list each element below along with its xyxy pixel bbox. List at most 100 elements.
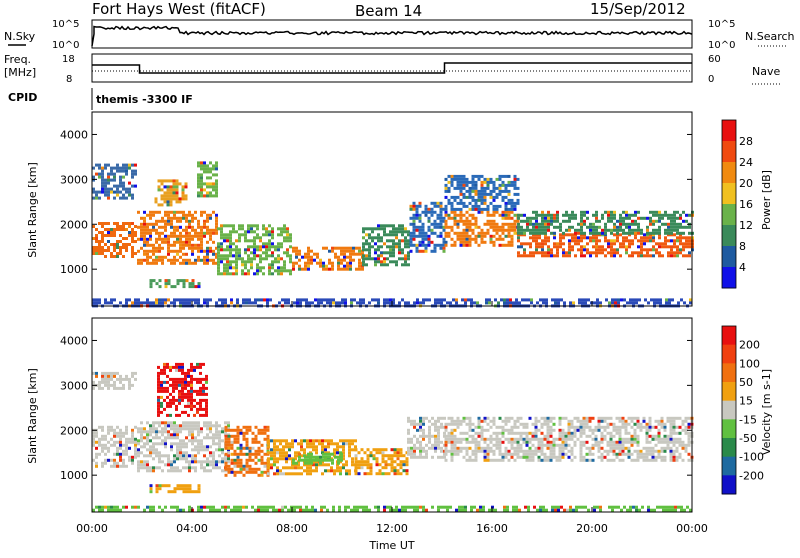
scatter-cell bbox=[339, 466, 342, 469]
scatter-cell bbox=[616, 444, 619, 447]
scatter-cell bbox=[578, 298, 581, 301]
scatter-cell bbox=[215, 220, 218, 223]
scatter-cell bbox=[622, 438, 625, 441]
scatter-cell bbox=[445, 226, 448, 229]
scatter-cell bbox=[209, 259, 212, 262]
scatter-cell bbox=[601, 245, 604, 248]
scatter-cell bbox=[631, 444, 634, 447]
scatter-cell bbox=[334, 256, 337, 259]
scatter-cell bbox=[131, 435, 134, 438]
scatter-cell bbox=[514, 432, 517, 435]
scatter-cell bbox=[610, 444, 613, 447]
scatter-cell bbox=[613, 226, 616, 229]
scatter-cell bbox=[532, 239, 535, 242]
scatter-cell bbox=[322, 456, 325, 459]
scatter-cell bbox=[529, 236, 532, 239]
scatter-cell bbox=[523, 242, 526, 245]
scatter-cell bbox=[664, 223, 667, 226]
scatter-cell bbox=[182, 241, 185, 244]
scatter-cell bbox=[419, 217, 422, 220]
scatter-cell bbox=[404, 239, 407, 242]
scatter-cell bbox=[131, 240, 134, 243]
scatter-cell bbox=[361, 460, 364, 463]
scatter-cell bbox=[170, 232, 173, 235]
scatter-cell bbox=[613, 242, 616, 245]
scatter-cell bbox=[604, 417, 607, 420]
scatter-cell bbox=[451, 453, 454, 456]
scatter-cell bbox=[664, 450, 667, 453]
scatter-cell bbox=[191, 430, 194, 433]
scatter-cell bbox=[380, 239, 383, 242]
scatter-cell bbox=[490, 202, 493, 205]
scatter-cell bbox=[131, 252, 134, 255]
scatter-cell bbox=[176, 194, 179, 197]
scatter-cell bbox=[632, 301, 635, 304]
scatter-cell bbox=[161, 427, 164, 430]
scatter-cell bbox=[475, 426, 478, 429]
scatter-cell bbox=[182, 185, 185, 188]
scatter-cell bbox=[161, 469, 164, 472]
scatter-cell bbox=[562, 220, 565, 223]
scatter-cell bbox=[268, 233, 271, 236]
scatter-cell bbox=[281, 509, 284, 512]
scatter-cell bbox=[291, 466, 294, 469]
scatter-cell bbox=[226, 257, 229, 260]
scatter-cell bbox=[601, 453, 604, 456]
scatter-cell bbox=[490, 214, 493, 217]
scatter-cell bbox=[511, 432, 514, 435]
scatter-cell bbox=[187, 399, 190, 402]
scatter-cell bbox=[294, 454, 297, 457]
scatter-cell bbox=[119, 240, 122, 243]
scatter-cell bbox=[631, 438, 634, 441]
scatter-cell bbox=[146, 259, 149, 262]
scatter-cell bbox=[134, 173, 137, 176]
scatter-cell bbox=[248, 301, 251, 304]
scatter-cell bbox=[475, 202, 478, 205]
scatter-cell bbox=[514, 184, 517, 187]
scatter-cell bbox=[490, 193, 493, 196]
scatter-cell bbox=[604, 232, 607, 235]
scatter-cell bbox=[431, 229, 434, 232]
scatter-cell bbox=[193, 405, 196, 408]
scatter-cell bbox=[205, 378, 208, 381]
scatter-cell bbox=[463, 241, 466, 244]
scatter-cell bbox=[107, 384, 110, 387]
scatter-cell bbox=[481, 432, 484, 435]
scatter-cell bbox=[355, 268, 358, 271]
scatter-cell bbox=[634, 232, 637, 235]
scatter-cell bbox=[658, 432, 661, 435]
scatter-cell bbox=[170, 203, 173, 206]
scatter-cell bbox=[557, 298, 560, 301]
scatter-cell bbox=[592, 417, 595, 420]
scatter-cell bbox=[667, 417, 670, 420]
scatter-cell bbox=[200, 179, 203, 182]
scatter-cell bbox=[425, 214, 428, 217]
scatter-cell bbox=[610, 254, 613, 257]
scatter-cell bbox=[163, 381, 166, 384]
scatter-cell bbox=[640, 456, 643, 459]
scatter-cell bbox=[212, 509, 215, 512]
scatter-cell bbox=[110, 188, 113, 191]
scatter-cell bbox=[556, 211, 559, 214]
power-y-label: Slant Range [km] bbox=[26, 162, 39, 258]
scatter-cell bbox=[160, 384, 163, 387]
scatter-cell bbox=[661, 420, 664, 423]
scatter-cell bbox=[301, 256, 304, 259]
y-tick-label: 4000 bbox=[60, 128, 88, 141]
colorbar-tick-label: 28 bbox=[739, 135, 753, 148]
scatter-cell bbox=[647, 301, 650, 304]
scatter-cell bbox=[159, 285, 162, 288]
scatter-cell bbox=[191, 442, 194, 445]
scatter-cell bbox=[517, 453, 520, 456]
scatter-cell bbox=[607, 426, 610, 429]
scatter-cell bbox=[571, 233, 574, 236]
scatter-cell bbox=[532, 229, 535, 232]
scatter-cell bbox=[382, 451, 385, 454]
scatter-cell bbox=[227, 421, 230, 424]
scatter-cell bbox=[110, 372, 113, 375]
scatter-cell bbox=[125, 465, 128, 468]
scatter-cell bbox=[265, 233, 268, 236]
scatter-cell bbox=[599, 301, 602, 304]
scatter-cell bbox=[517, 432, 520, 435]
scatter-cell bbox=[224, 301, 227, 304]
